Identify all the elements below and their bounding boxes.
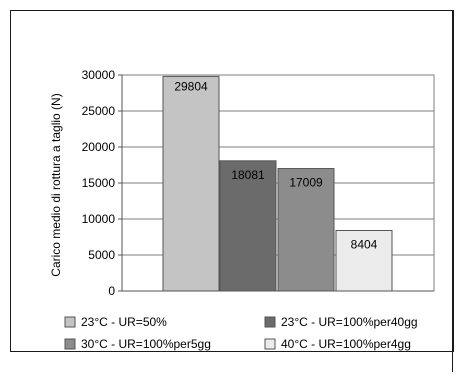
data-label-4: 8404 xyxy=(351,237,378,251)
y-tick-label: 5000 xyxy=(88,248,115,262)
y-axis-label: Carico medio di rottura a taglio (N) xyxy=(49,93,63,276)
y-tick-labels: 0 5000 10000 15000 20000 25000 30000 xyxy=(82,68,116,298)
legend-swatch-4 xyxy=(264,338,276,350)
data-label-1: 29804 xyxy=(174,79,208,93)
y-tick-label: 15000 xyxy=(82,176,116,190)
legend: 23°C - UR=50% 23°C - UR=100%per40gg 30°C -… xyxy=(64,315,418,351)
legend-label-1: 23°C - UR=50% xyxy=(81,315,167,329)
bars xyxy=(162,75,393,292)
y-tick-label: 10000 xyxy=(82,212,116,226)
y-tick-label: 20000 xyxy=(82,140,116,154)
y-tick-label: 30000 xyxy=(82,68,116,82)
legend-swatch-3 xyxy=(64,338,76,350)
bar-1 xyxy=(162,75,220,292)
legend-swatch-1 xyxy=(64,316,76,328)
legend-swatch-2 xyxy=(264,316,276,328)
data-labels: 29804 18081 17009 8404 xyxy=(174,79,377,251)
data-label-3: 17009 xyxy=(289,176,323,190)
legend-label-4: 40°C - UR=100%per4gg xyxy=(281,337,411,351)
bar-4 xyxy=(335,229,393,292)
data-label-2: 18081 xyxy=(231,168,265,182)
legend-label-2: 23°C - UR=100%per40gg xyxy=(281,315,418,329)
y-tick-label: 0 xyxy=(108,284,115,298)
y-tick-label: 25000 xyxy=(82,104,116,118)
bar-3 xyxy=(277,168,335,292)
axes xyxy=(118,74,435,292)
frame-edge xyxy=(452,10,453,372)
legend-label-3: 30°C - UR=100%per5gg xyxy=(81,337,211,351)
